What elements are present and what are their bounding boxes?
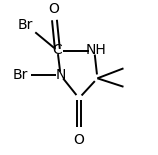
Text: NH: NH [85,43,106,57]
Text: O: O [48,2,59,16]
Text: Br: Br [17,18,33,32]
Text: O: O [74,133,84,147]
Text: N: N [55,68,66,82]
Text: C: C [52,43,62,57]
Text: Br: Br [12,68,28,82]
